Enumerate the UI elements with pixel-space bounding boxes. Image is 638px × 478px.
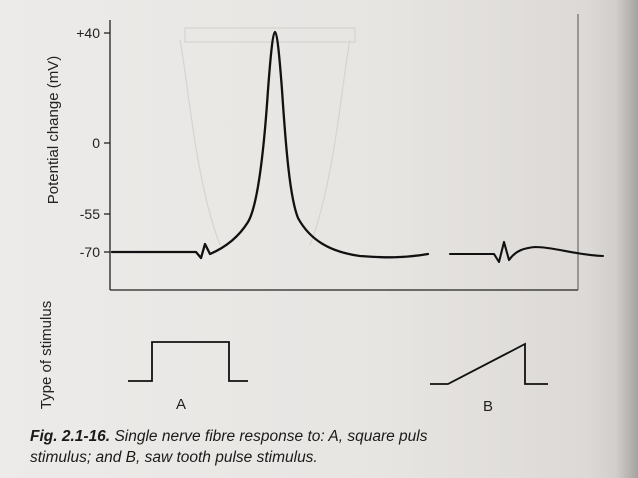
caption-line-1: Fig. 2.1-16. Single nerve fibre response… <box>30 426 630 447</box>
y-tick-label-40: +40 <box>76 25 100 41</box>
caption-figure-id: Fig. 2.1-16. <box>30 428 111 445</box>
y-tick-marks <box>104 32 110 253</box>
square-pulse-stimulus <box>128 341 248 382</box>
show-through-drawing <box>179 27 356 246</box>
response-trace-b <box>448 240 605 264</box>
y-tick-label-minus70: -70 <box>80 244 100 260</box>
stimulus-a-label: A <box>176 396 186 413</box>
graph-frame <box>109 14 579 291</box>
figure-caption: Fig. 2.1-16. Single nerve fibre response… <box>30 426 630 468</box>
response-trace-a <box>110 30 430 260</box>
y-tick-label-minus55: -55 <box>80 206 100 222</box>
caption-line-2: stimulus; and B, saw tooth pulse stimulu… <box>30 449 318 466</box>
stimulus-b-label: B <box>483 398 493 415</box>
stimulus-axis-label: Type of stimulus <box>38 301 55 409</box>
caption-text-1: Single nerve fibre response to: A, squar… <box>114 428 428 445</box>
y-tick-label-0: 0 <box>92 135 100 151</box>
saw-tooth-pulse-stimulus <box>430 342 548 385</box>
y-axis-label: Potential change (mV) <box>45 56 62 204</box>
page-edge-shadow <box>616 0 638 478</box>
